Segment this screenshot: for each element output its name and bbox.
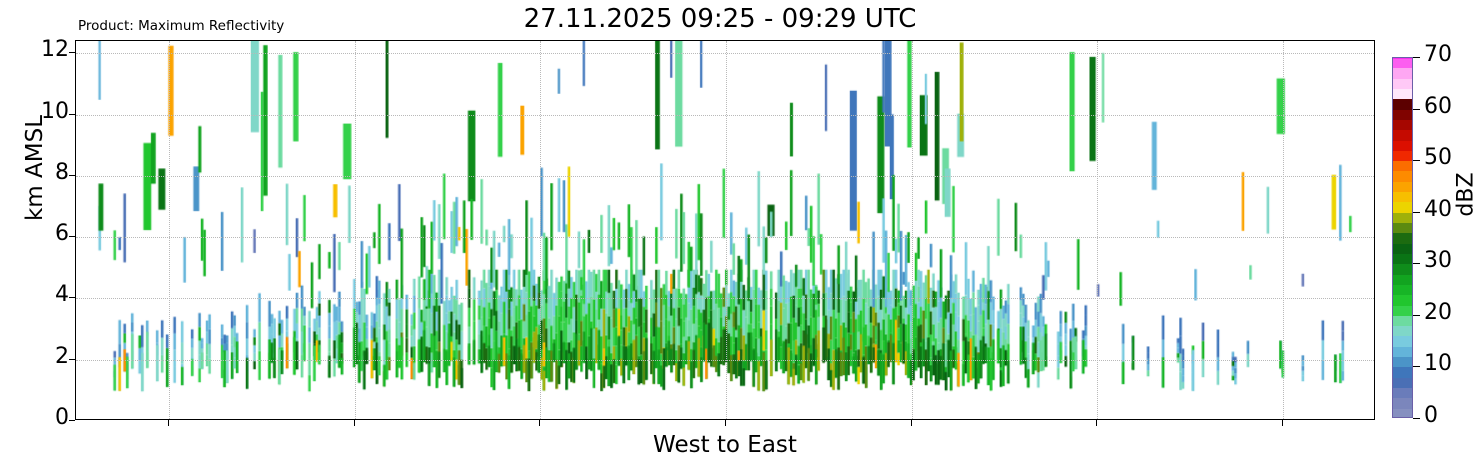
colorbar-segment bbox=[1393, 150, 1412, 162]
colorbar-segment bbox=[1393, 305, 1412, 316]
colorbar-segment bbox=[1393, 346, 1412, 358]
colorbar-segment bbox=[1393, 202, 1412, 213]
colorbar-segment bbox=[1393, 109, 1412, 120]
y-tick-label: 10 bbox=[41, 98, 69, 124]
colorbar-segment bbox=[1393, 78, 1412, 89]
y-tick-label: 0 bbox=[55, 405, 69, 430]
y-tick-mark bbox=[69, 358, 75, 360]
product-label: Product: Maximum Reflectivity bbox=[78, 18, 285, 34]
colorbar-tick-mark bbox=[1413, 314, 1420, 316]
colorbar-segment bbox=[1393, 315, 1412, 327]
plot-area bbox=[75, 40, 1375, 420]
y-tick-mark bbox=[69, 174, 75, 176]
colorbar-segment bbox=[1393, 284, 1412, 296]
colorbar-segment bbox=[1393, 58, 1412, 69]
colorbar-segment bbox=[1393, 243, 1412, 254]
colorbar-tick-label: 0 bbox=[1424, 403, 1438, 428]
colorbar-segment bbox=[1393, 171, 1412, 182]
colorbar-segment bbox=[1393, 212, 1412, 224]
colorbar-segment bbox=[1393, 119, 1412, 131]
colorbar-segment bbox=[1393, 88, 1412, 100]
y-tick-mark bbox=[69, 113, 75, 115]
colorbar-tick-mark bbox=[1413, 57, 1420, 58]
page-title: 27.11.2025 09:25 - 09:29 UTC bbox=[523, 4, 917, 34]
colorbar-segment bbox=[1393, 377, 1412, 389]
colorbar-tick-mark bbox=[1413, 418, 1420, 419]
y-tick-mark bbox=[69, 52, 75, 54]
colorbar-segment bbox=[1393, 408, 1412, 417]
colorbar-segment bbox=[1393, 253, 1412, 265]
y-tick-label: 4 bbox=[55, 282, 69, 308]
x-tick-mark bbox=[353, 420, 355, 426]
x-axis-label: West to East bbox=[653, 432, 797, 458]
colorbar-tick-mark bbox=[1413, 211, 1420, 213]
y-tick-label: 8 bbox=[55, 159, 69, 185]
colorbar-segment bbox=[1393, 130, 1412, 141]
colorbar-segment bbox=[1393, 357, 1412, 368]
colorbar-segment bbox=[1393, 161, 1412, 172]
colorbar-segment bbox=[1393, 68, 1412, 79]
colorbar-segment bbox=[1393, 223, 1412, 234]
x-tick-mark bbox=[1096, 420, 1098, 426]
colorbar-segment bbox=[1393, 398, 1412, 409]
colorbar-segment bbox=[1393, 99, 1412, 110]
colorbar-segment bbox=[1393, 367, 1412, 378]
colorbar-tick-label: 60 bbox=[1424, 93, 1452, 119]
y-tick-label: 2 bbox=[55, 343, 69, 369]
y-axis-label: km AMSL bbox=[22, 114, 48, 222]
y-tick-label: 12 bbox=[41, 37, 69, 63]
x-tick-mark bbox=[725, 420, 726, 426]
y-tick-mark bbox=[69, 297, 75, 299]
colorbar bbox=[1392, 57, 1413, 418]
x-tick-mark bbox=[167, 420, 169, 426]
colorbar-tick-label: 10 bbox=[1424, 351, 1452, 377]
colorbar-tick-mark bbox=[1413, 108, 1420, 110]
colorbar-segment bbox=[1393, 192, 1412, 203]
colorbar-tick-mark bbox=[1413, 366, 1420, 368]
colorbar-tick-label: 70 bbox=[1424, 42, 1452, 67]
y-tick-mark bbox=[69, 236, 75, 238]
colorbar-segment bbox=[1393, 274, 1412, 285]
y-tick-label: 6 bbox=[55, 221, 69, 247]
y-tick-mark bbox=[69, 420, 75, 421]
reflectivity-heatmap-canvas bbox=[76, 41, 1374, 419]
colorbar-segment bbox=[1393, 326, 1412, 337]
colorbar-tick-label: 50 bbox=[1424, 145, 1452, 171]
colorbar-tick-label: 40 bbox=[1424, 196, 1452, 222]
colorbar-segment bbox=[1393, 58, 1412, 59]
colorbar-segment bbox=[1393, 388, 1412, 399]
colorbar-segment bbox=[1393, 233, 1412, 244]
colorbar-segment bbox=[1393, 295, 1412, 306]
colorbar-segment bbox=[1393, 264, 1412, 275]
x-tick-mark bbox=[539, 420, 541, 426]
colorbar-segment bbox=[1393, 140, 1412, 151]
colorbar-tick-label: 20 bbox=[1424, 299, 1452, 325]
colorbar-segment bbox=[1393, 336, 1412, 347]
x-tick-mark bbox=[1282, 420, 1284, 426]
colorbar-segment bbox=[1393, 181, 1412, 193]
colorbar-tick-mark bbox=[1413, 263, 1420, 265]
colorbar-label: dBZ bbox=[1453, 172, 1479, 217]
colorbar-tick-mark bbox=[1413, 160, 1420, 162]
colorbar-tick-label: 30 bbox=[1424, 248, 1452, 274]
x-tick-mark bbox=[910, 420, 912, 426]
